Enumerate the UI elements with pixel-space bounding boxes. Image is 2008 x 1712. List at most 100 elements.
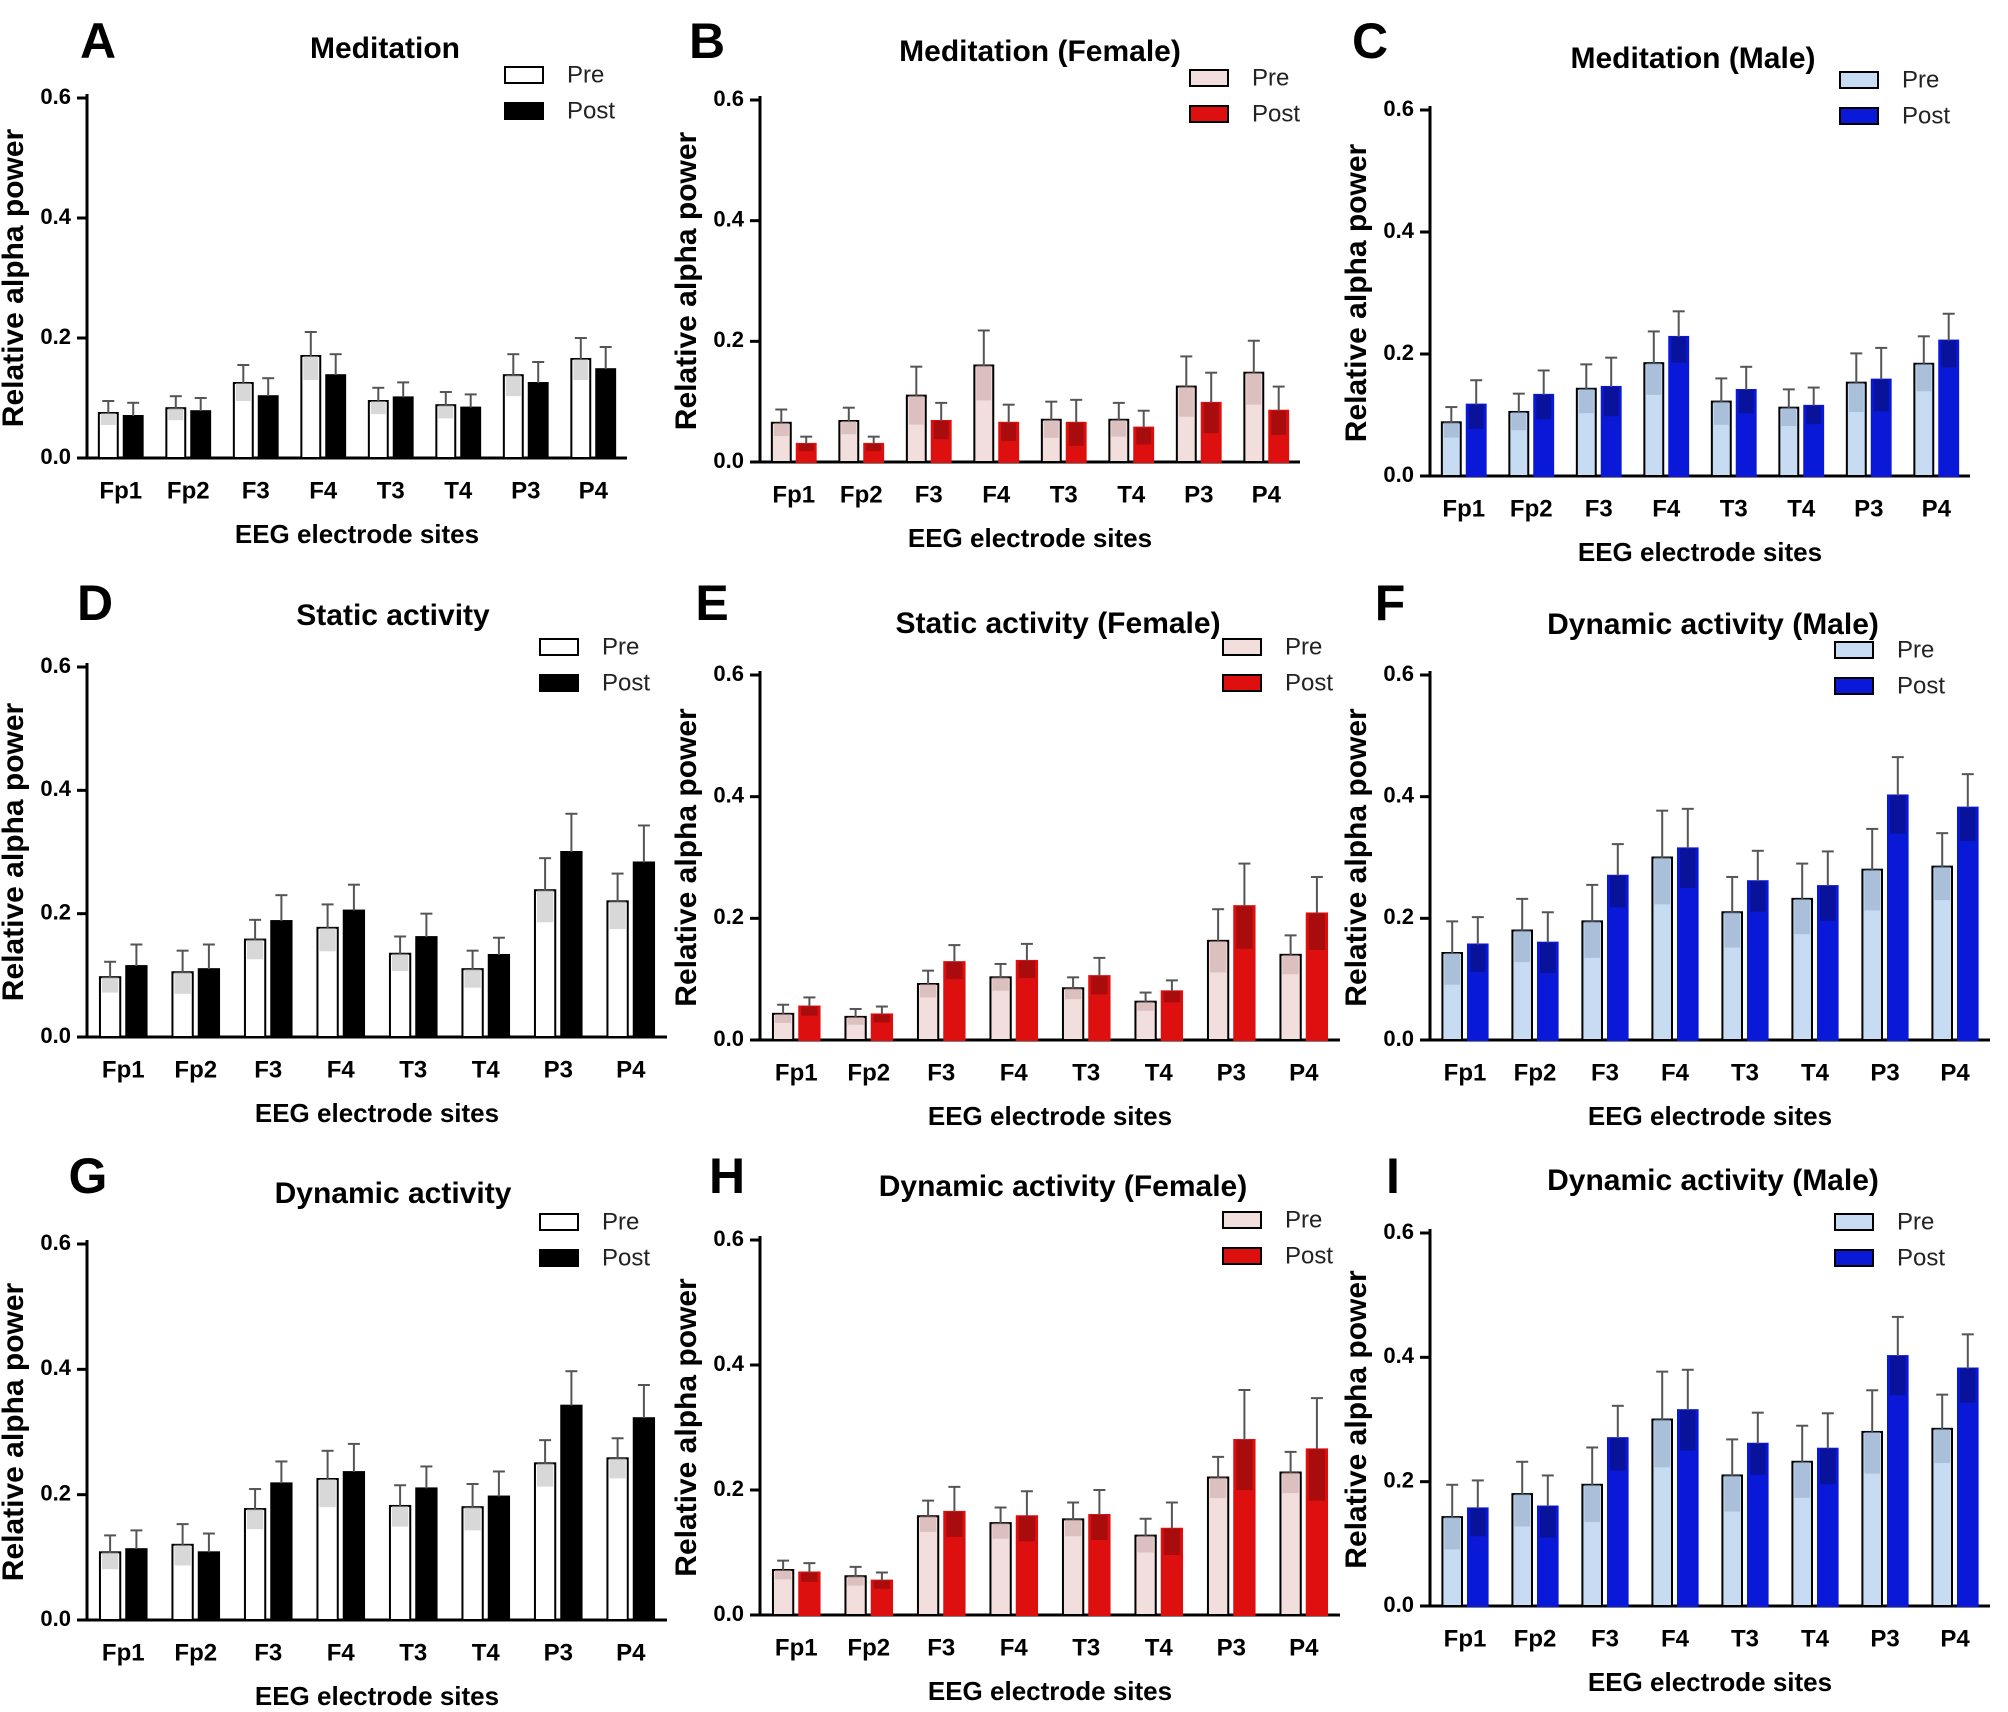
error-band: [1091, 976, 1108, 995]
error-band: [1001, 422, 1017, 441]
error-band: [101, 1552, 119, 1570]
y-tick-label: 0.4: [40, 1355, 71, 1380]
error-band: [395, 397, 411, 413]
legend: Pre Post: [504, 61, 615, 124]
error-band: [801, 1572, 818, 1582]
chart-panel-c: C Meditation (Male) 0.0 0.2 0.4 0.6 Relative a…: [1340, 13, 1970, 567]
x-tick-label-t3: T3: [399, 1056, 427, 1083]
error-band: [598, 369, 614, 392]
error-band: [200, 969, 218, 994]
error-band: [1794, 898, 1810, 935]
x-tick-label-p4: P4: [1940, 1059, 1970, 1086]
panel-letter: B: [689, 13, 725, 69]
error-band: [1916, 363, 1932, 392]
error-band: [992, 1523, 1009, 1539]
error-band: [1111, 419, 1127, 437]
error-band: [774, 1013, 792, 1023]
legend-swatch-pre: [1839, 71, 1879, 89]
error-band: [273, 1483, 290, 1506]
error-band: [536, 1463, 554, 1487]
legend-label-pre: Pre: [1897, 1208, 1934, 1235]
x-tick-label-f4: F4: [982, 481, 1011, 508]
y-tick-label: 0.4: [1383, 218, 1414, 243]
x-tick-label-p4: P4: [616, 1639, 646, 1666]
error-band: [100, 413, 116, 425]
x-axis-label: EEG electrode sites: [255, 1681, 499, 1711]
legend-label-post: Post: [1252, 100, 1300, 127]
x-tick-label-f3: F3: [1591, 1625, 1619, 1652]
error-band: [328, 375, 344, 397]
x-tick-label-t3: T3: [1072, 1059, 1100, 1086]
error-band: [1646, 363, 1662, 395]
error-band: [563, 852, 580, 891]
x-tick-label-f3: F3: [242, 477, 270, 504]
x-axis-label: EEG electrode sites: [1588, 1101, 1832, 1131]
bar-post-p4: [1957, 1367, 1979, 1607]
error-band: [1671, 336, 1687, 363]
x-tick-label-t4: T4: [1145, 1634, 1174, 1661]
x-tick-label-f4: F4: [1000, 1634, 1029, 1661]
error-band: [1934, 866, 1950, 901]
x-tick-label-p3: P3: [1870, 1625, 1899, 1652]
error-band: [1738, 389, 1754, 414]
x-tick-label-t4: T4: [1801, 1059, 1830, 1086]
error-band: [1043, 419, 1059, 438]
error-band: [1091, 1515, 1108, 1540]
error-band: [1178, 386, 1194, 417]
x-axis-label: EEG electrode sites: [1578, 537, 1822, 567]
legend-label-pre: Pre: [1285, 633, 1322, 660]
error-band: [235, 383, 251, 401]
legend: Pre Post: [539, 1208, 650, 1271]
error-band: [992, 977, 1009, 991]
error-band: [1654, 857, 1670, 905]
error-band: [1820, 886, 1836, 921]
y-tick-label: 0.4: [713, 1351, 744, 1376]
legend-label-pre: Pre: [1902, 66, 1939, 93]
chart-title: Static activity: [296, 599, 490, 632]
x-tick-label-t4: T4: [1801, 1625, 1830, 1652]
x-axis-label: EEG electrode sites: [908, 523, 1152, 553]
y-tick-label: 0.6: [713, 86, 744, 111]
error-band: [563, 1405, 580, 1441]
error-band: [1610, 1438, 1626, 1471]
legend-swatch-pre: [539, 1213, 579, 1231]
x-tick-label-p3: P3: [1870, 1059, 1899, 1086]
y-tick-label: 0.6: [40, 84, 71, 109]
legend-label-post: Post: [1897, 1244, 1945, 1271]
legend-swatch-post: [1834, 677, 1874, 695]
y-axis-label: Relative alpha power: [670, 708, 703, 1007]
legend-label-pre: Pre: [567, 61, 604, 88]
error-band: [1610, 875, 1626, 908]
legend-swatch-pre: [504, 66, 544, 84]
error-band: [1864, 869, 1880, 911]
error-band: [438, 405, 454, 419]
error-band: [1064, 988, 1082, 1000]
chart-panel-f: F Dynamic activity (Male) 0.0 0.2 0.4 0.6 Rela…: [1340, 575, 1990, 1131]
error-band: [908, 395, 924, 425]
error-band: [946, 962, 963, 980]
y-tick-label: 0.6: [713, 1226, 744, 1251]
x-tick-label-t4: T4: [1145, 1059, 1174, 1086]
error-band: [101, 977, 119, 993]
y-tick-label: 0.0: [40, 1023, 71, 1048]
legend-label-post: Post: [1897, 672, 1945, 699]
chart-title: Dynamic activity (Female): [879, 1170, 1247, 1203]
legend-swatch-pre: [539, 638, 579, 656]
x-tick-label-p3: P3: [544, 1639, 573, 1666]
chart-panel-g: G Dynamic activity 0.0 0.2 0.4 0.6 Relative al…: [0, 1148, 667, 1711]
y-tick-label: 0.4: [1383, 782, 1414, 807]
x-tick-label-p4: P4: [616, 1056, 646, 1083]
y-axis-label: Relative alpha power: [1340, 143, 1373, 442]
error-band: [1584, 1484, 1600, 1523]
panel-letter: D: [77, 575, 113, 631]
chart-title: Meditation (Male): [1571, 42, 1816, 75]
x-tick-label-f3: F3: [1585, 495, 1613, 522]
y-axis-label: Relative alpha power: [0, 702, 30, 1001]
error-band: [1068, 422, 1084, 446]
legend: Pre Post: [1834, 636, 1945, 699]
legend: Pre Post: [539, 633, 650, 696]
legend-swatch-pre: [1222, 638, 1262, 656]
x-tick-label-p3: P3: [1217, 1059, 1246, 1086]
error-band: [246, 1509, 264, 1530]
